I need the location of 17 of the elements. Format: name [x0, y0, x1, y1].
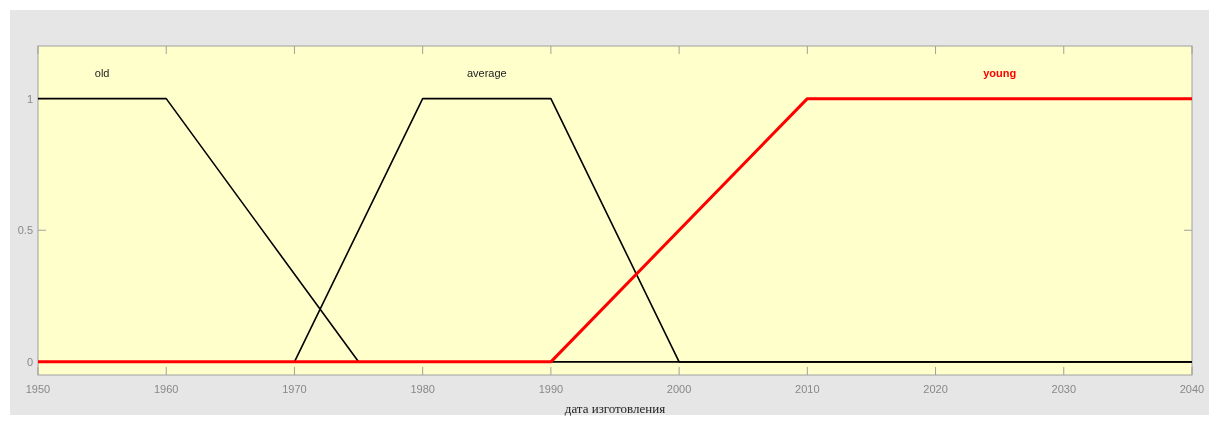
x-tick-label: 1970 [282, 383, 307, 395]
x-tick-label: 1990 [538, 383, 564, 395]
x-tick-label: 1950 [25, 383, 51, 395]
series-label: average [466, 66, 507, 79]
x-tick-label: 2020 [923, 383, 948, 395]
x-tick-label: 2040 [1179, 383, 1205, 395]
x-tick-label: 2000 [666, 383, 692, 395]
x-tick-label: 2030 [1051, 383, 1077, 395]
x-axis-title: дата изготовления [564, 401, 666, 416]
series-label: old [94, 66, 110, 79]
y-tick-label: 0.5 [17, 224, 33, 237]
y-tick-label: 1 [26, 92, 33, 105]
series-label: young [983, 66, 1017, 79]
x-tick-label: 2010 [795, 383, 820, 395]
x-tick-label: 1960 [153, 383, 179, 395]
y-tick-label: 0 [26, 355, 33, 368]
x-tick-label: 1980 [410, 383, 435, 395]
